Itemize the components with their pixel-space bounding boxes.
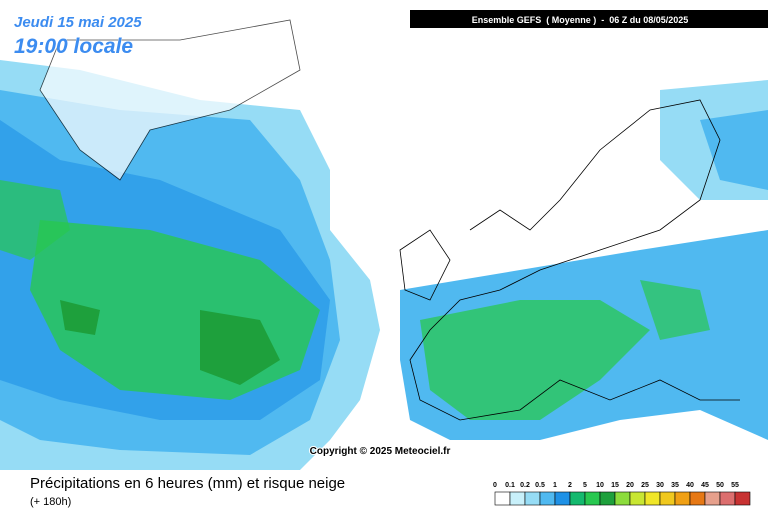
legend-swatch — [584, 491, 601, 506]
date-label: Jeudi 15 mai 2025 — [14, 14, 142, 31]
legend: 0 0.1 0.2 0.5 1 2 5 10 15 20 25 30 35 40 45 50 55 — [493, 482, 751, 506]
legend-label: 15 — [611, 482, 619, 489]
legend-label: 10 — [596, 482, 604, 489]
legend-swatch — [674, 491, 691, 506]
run-label: Ensemble GEFS ( Moyenne ) - 06 Z du 08/0… — [472, 15, 689, 25]
legend-label: 30 — [656, 482, 664, 489]
footer-subtitle: (+ 180h) — [30, 496, 71, 508]
legend-swatch — [734, 491, 751, 506]
precip-area — [60, 300, 100, 335]
legend-label: 0.5 — [535, 482, 545, 489]
legend-label: 0.2 — [520, 482, 530, 489]
legend-label: 55 — [731, 482, 739, 489]
legend-swatch — [524, 491, 541, 506]
legend-label: 50 — [716, 482, 724, 489]
legend-label: 0.1 — [505, 482, 515, 489]
legend-swatch — [644, 491, 661, 506]
legend-swatch — [599, 491, 616, 506]
time-label: 19:00 locale — [14, 35, 133, 58]
legend-swatch — [569, 491, 586, 506]
greenland — [39, 19, 301, 181]
legend-label: 40 — [686, 482, 694, 489]
footer-title: Précipitations en 6 heures (mm) et risqu… — [30, 475, 345, 492]
precip-area — [0, 180, 70, 260]
precip-area — [700, 110, 768, 190]
copyright: Copyright © 2025 Meteociel.fr — [310, 446, 451, 457]
coastline — [399, 99, 740, 421]
legend-label: 45 — [701, 482, 709, 489]
legend-swatch — [629, 491, 646, 506]
legend-label: 5 — [583, 482, 587, 489]
legend-swatch — [539, 491, 556, 506]
precip-area — [420, 300, 650, 420]
precip-area — [640, 280, 710, 340]
legend-label: 25 — [641, 482, 649, 489]
legend-label: 35 — [671, 482, 679, 489]
legend-swatch — [719, 491, 736, 506]
legend-label: 20 — [626, 482, 634, 489]
legend-label: 0 — [493, 482, 497, 489]
legend-swatch — [704, 491, 721, 506]
legend-label: 2 — [568, 482, 572, 489]
legend-swatch — [494, 491, 511, 506]
legend-swatch — [509, 491, 526, 506]
legend-swatch — [614, 491, 631, 506]
legend-swatch — [689, 491, 706, 506]
legend-label: 1 — [553, 482, 557, 489]
legend-swatch — [659, 491, 676, 506]
legend-swatch — [554, 491, 571, 506]
precip-area — [200, 310, 280, 385]
run-banner — [410, 10, 768, 28]
